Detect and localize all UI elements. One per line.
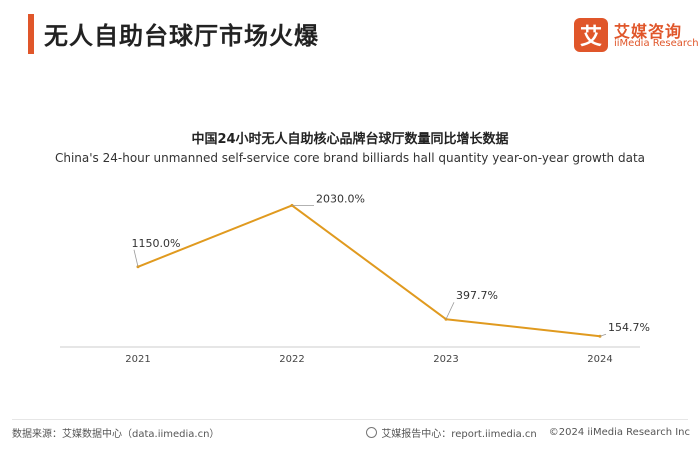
data-label-leader bbox=[599, 333, 607, 337]
x-tick-label: 2023 bbox=[433, 354, 458, 365]
logo-name-cn: 艾媒咨询 bbox=[614, 22, 683, 41]
footer-source: 数据来源：艾媒数据中心（data.iimedia.cn） bbox=[12, 429, 220, 440]
data-label-leader bbox=[133, 249, 139, 267]
logo-mark-icon: 艾 bbox=[574, 18, 608, 52]
data-label: 2030.0% bbox=[316, 192, 365, 205]
x-tick-label: 2021 bbox=[125, 354, 150, 365]
footer-report-center: 艾媒报告中心：report.iimedia.cn bbox=[381, 429, 537, 440]
brand-logo: 艾 艾媒咨询 iiMedia Research bbox=[574, 18, 699, 54]
footer-copyright: ©2024 iiMedia Research Inc bbox=[548, 427, 690, 438]
data-label: 397.7% bbox=[456, 289, 498, 302]
page-title: 无人自助台球厅市场火爆 bbox=[44, 22, 319, 50]
line-chart: 2021 2022 2023 2024 1150.0% 2030.0% 397.7% 154.… bbox=[60, 192, 650, 365]
title-accent-bar bbox=[28, 14, 34, 54]
series-line bbox=[137, 204, 601, 338]
data-label: 154.7% bbox=[608, 321, 650, 334]
data-label: 1150.0% bbox=[132, 237, 181, 250]
globe-icon bbox=[366, 427, 378, 438]
chart-title: 中国24小时无人自助核心品牌台球厅数量同比增长数据 bbox=[191, 132, 509, 147]
x-tick-label: 2024 bbox=[587, 354, 612, 365]
data-label-leader bbox=[445, 302, 455, 320]
footer-divider bbox=[12, 419, 688, 420]
chart-subtitle: China's 24-hour unmanned self-service co… bbox=[54, 151, 646, 165]
x-tick-label: 2022 bbox=[279, 354, 304, 365]
logo-name-en: iiMedia Research bbox=[614, 38, 699, 49]
footer-right: 艾媒报告中心：report.iimedia.cn ©2024 iiMedia R… bbox=[366, 425, 690, 440]
